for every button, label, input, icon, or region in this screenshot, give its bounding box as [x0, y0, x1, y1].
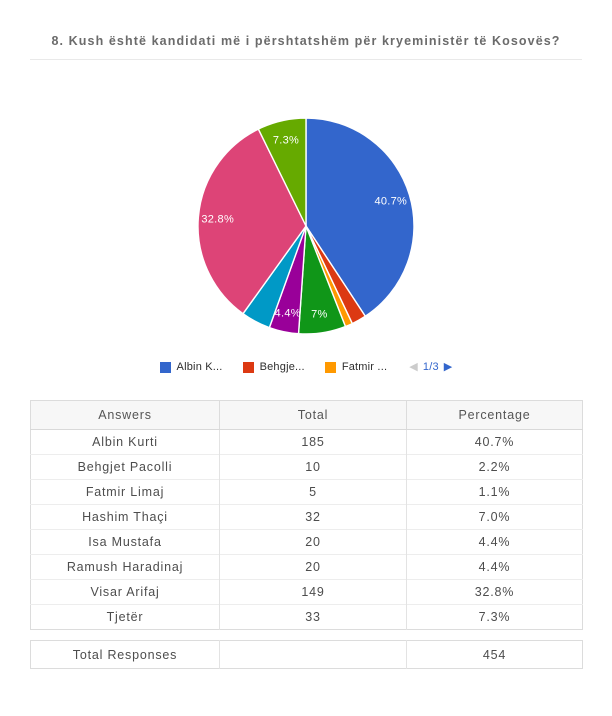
percentage-cell: 32.8%: [406, 579, 583, 605]
answer-cell: Fatmir Limaj: [30, 479, 220, 505]
total-cell: 33: [219, 604, 407, 630]
total-cell: 5: [219, 479, 407, 505]
total-responses-row: Total Responses 454: [30, 640, 583, 669]
pie-slice-7[interactable]: [197, 128, 307, 315]
table-row: Behgjet Pacolli 10 2.2%: [30, 454, 583, 480]
pie-chart[interactable]: 40.7% 7% 4.4% 32.8% 7.3%: [0, 60, 612, 345]
answer-cell: Behgjet Pacolli: [30, 454, 220, 480]
total-cell: 20: [219, 554, 407, 580]
percentage-cell: 7.3%: [406, 604, 583, 630]
table-row: Isa Mustafa 20 4.4%: [30, 529, 583, 555]
legend-pager: ◀ 1/3 ▶: [409, 361, 452, 373]
total-responses-table: Total Responses 454: [30, 640, 583, 669]
percentage-cell: 1.1%: [406, 479, 583, 505]
percentage-cell: 40.7%: [406, 429, 583, 455]
prev-page-icon[interactable]: ◀: [409, 360, 418, 373]
legend-page-indicator: 1/3: [422, 361, 439, 373]
table-row: Tjetër 33 7.3%: [30, 604, 583, 630]
legend-item-albin-kurti: Albin K...: [159, 361, 223, 373]
table-header-row: Answers Total Percentage: [30, 400, 583, 430]
legend-item-behgjet-pacolli: Behgje...: [242, 361, 305, 373]
total-cell: 10: [219, 454, 407, 480]
answer-cell: Albin Kurti: [30, 429, 220, 455]
total-cell: 32: [219, 504, 407, 530]
percentage-cell: 2.2%: [406, 454, 583, 480]
legend-item-label: Albin K...: [176, 361, 223, 373]
percentage-cell: 4.4%: [406, 529, 583, 555]
legend-swatch-icon: [242, 361, 254, 373]
column-header-percentage: Percentage: [406, 400, 583, 430]
chart-legend: Albin K... Behgje... Fatmir ... ◀ 1/3 ▶: [0, 361, 612, 373]
answer-cell: Hashim Thaçi: [30, 504, 220, 530]
total-responses-empty-cell: [219, 640, 407, 669]
question-title: 8. Kush është kandidati më i përshtatshë…: [51, 34, 561, 48]
table-row: Hashim Thaçi 32 7.0%: [30, 504, 583, 530]
pie-slice-label: 7%: [311, 309, 328, 321]
column-header-total: Total: [219, 400, 407, 430]
total-cell: 20: [219, 529, 407, 555]
answer-cell: Ramush Haradinaj: [30, 554, 220, 580]
total-cell: 149: [219, 579, 407, 605]
answer-cell: Isa Mustafa: [30, 529, 220, 555]
answer-cell: Tjetër: [30, 604, 220, 630]
title-divider: [30, 59, 582, 60]
pie-slice-label: 40.7%: [374, 196, 407, 208]
legend-swatch-icon: [159, 361, 171, 373]
total-cell: 185: [219, 429, 407, 455]
legend-swatch-icon: [324, 361, 336, 373]
table-row: Ramush Haradinaj 20 4.4%: [30, 554, 583, 580]
pie-slice-label: 32.8%: [201, 214, 234, 226]
legend-item-fatmir-limaj: Fatmir ...: [324, 361, 388, 373]
pie-slice-8[interactable]: [257, 117, 307, 227]
table-row: Fatmir Limaj 5 1.1%: [30, 479, 583, 505]
table-row: Visar Arifaj 149 32.8%: [30, 579, 583, 605]
column-header-answers: Answers: [30, 400, 220, 430]
percentage-cell: 7.0%: [406, 504, 583, 530]
results-table: Answers Total Percentage Albin Kurti 185…: [30, 400, 583, 630]
legend-item-label: Fatmir ...: [341, 361, 388, 373]
total-responses-value: 454: [406, 640, 583, 669]
pie-slice-label: 7.3%: [273, 135, 299, 147]
percentage-cell: 4.4%: [406, 554, 583, 580]
answer-cell: Visar Arifaj: [30, 579, 220, 605]
next-page-icon[interactable]: ▶: [443, 360, 453, 373]
table-row: Albin Kurti 185 40.7%: [30, 429, 583, 455]
legend-item-label: Behgje...: [259, 361, 305, 373]
pie-slice-label: 4.4%: [275, 308, 301, 320]
total-responses-label: Total Responses: [30, 640, 220, 669]
